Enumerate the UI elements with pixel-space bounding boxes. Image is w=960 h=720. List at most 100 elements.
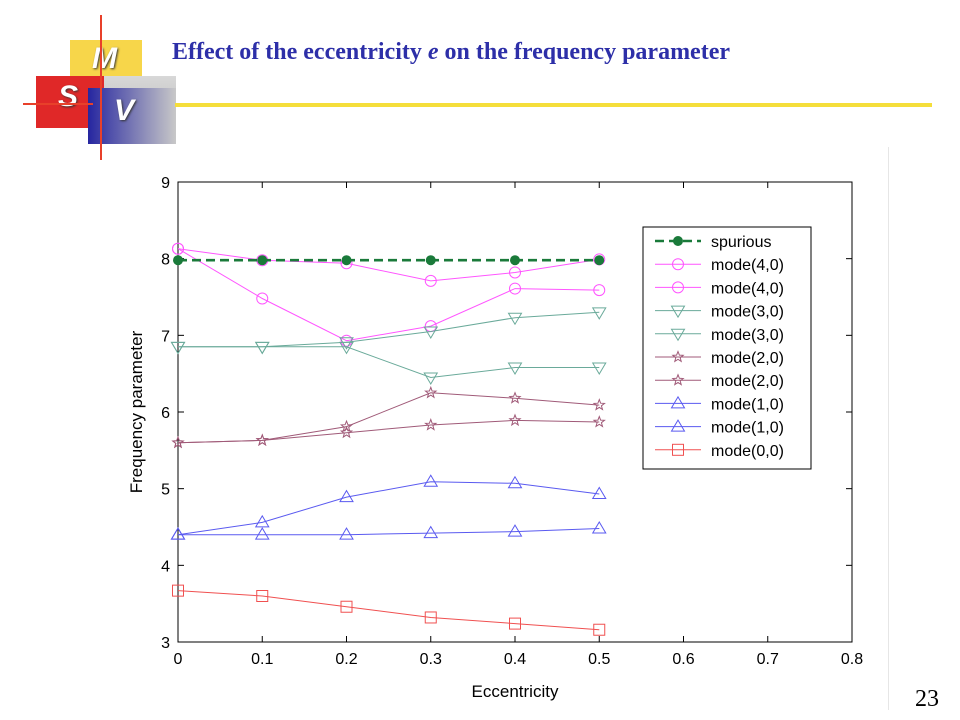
point bbox=[507, 475, 523, 489]
title-prefix: Effect of the eccentricity bbox=[172, 39, 428, 65]
point bbox=[255, 433, 269, 446]
point bbox=[170, 341, 186, 355]
point bbox=[507, 524, 523, 537]
point bbox=[592, 398, 606, 411]
point bbox=[425, 255, 436, 266]
point bbox=[592, 415, 606, 428]
x-tick-label: 0.5 bbox=[588, 651, 610, 668]
point bbox=[339, 341, 354, 355]
point bbox=[672, 258, 684, 271]
title-underline bbox=[175, 103, 932, 107]
point bbox=[591, 521, 607, 534]
y-tick-label: 7 bbox=[161, 328, 170, 345]
logo-letter-s: S bbox=[58, 80, 79, 113]
point bbox=[339, 489, 354, 503]
legend-label: mode(4,0) bbox=[711, 280, 784, 297]
legend: spurious mode(4,0) mode(4,0) mode(3,0) mode(… bbox=[642, 226, 812, 470]
series-line bbox=[178, 311, 600, 348]
point bbox=[170, 527, 186, 540]
x-tick-label: 0 bbox=[174, 651, 183, 668]
series-layer bbox=[170, 242, 607, 636]
legend-box bbox=[642, 226, 812, 470]
x-tick-label: 0.7 bbox=[757, 651, 779, 668]
legend-label: mode(4,0) bbox=[711, 257, 784, 274]
y-tick-label: 9 bbox=[161, 175, 170, 192]
y-tick-label: 5 bbox=[161, 482, 170, 499]
logo-block-blue bbox=[88, 88, 176, 144]
point bbox=[256, 292, 269, 305]
point bbox=[510, 255, 520, 266]
page-title: Effect of the eccentricity e on the freq… bbox=[172, 39, 730, 66]
point bbox=[672, 443, 684, 456]
legend-label: mode(2,0) bbox=[711, 350, 784, 367]
point bbox=[339, 527, 354, 540]
point bbox=[423, 525, 439, 539]
x-tick-label: 0.3 bbox=[420, 651, 442, 668]
series-mode-4-0- bbox=[172, 242, 606, 287]
point bbox=[594, 255, 605, 266]
point bbox=[593, 284, 606, 297]
point bbox=[173, 255, 183, 266]
legend-label: mode(1,0) bbox=[711, 420, 784, 437]
series-line bbox=[177, 392, 600, 444]
point bbox=[256, 590, 269, 602]
y-tick-label: 4 bbox=[161, 558, 170, 575]
page-number: 23 bbox=[915, 686, 939, 712]
y-tick-label: 8 bbox=[161, 252, 170, 269]
legend-label: mode(1,0) bbox=[711, 396, 784, 413]
point bbox=[591, 307, 607, 320]
point bbox=[673, 236, 683, 246]
x-tick-label: 0.6 bbox=[672, 651, 694, 668]
x-tick-label: 0.1 bbox=[251, 651, 273, 668]
legend-label: mode(2,0) bbox=[711, 373, 784, 390]
series-line bbox=[178, 528, 600, 536]
title-italic: e bbox=[427, 39, 439, 65]
y-tick-label: 3 bbox=[161, 635, 170, 652]
point bbox=[671, 350, 685, 363]
series-line bbox=[177, 481, 600, 536]
point bbox=[172, 584, 184, 597]
point bbox=[257, 255, 268, 266]
point bbox=[509, 282, 521, 295]
logo-left-rule bbox=[23, 103, 93, 105]
x-tick-label: 0.2 bbox=[335, 651, 357, 668]
series-line bbox=[177, 248, 600, 282]
point bbox=[339, 419, 354, 433]
series-spurious bbox=[173, 255, 605, 266]
point bbox=[424, 274, 437, 287]
series-line bbox=[178, 346, 600, 379]
point bbox=[172, 242, 184, 255]
y-axis-label: Frequency parameter bbox=[127, 330, 146, 493]
logo-vertical-rule bbox=[100, 15, 102, 160]
title-suffix: on the frequency parameter bbox=[438, 39, 731, 65]
logo-letter-m: M bbox=[92, 42, 117, 75]
point bbox=[423, 474, 439, 487]
frequency-chart: 0 0.1 0.2 0.3 0.4 0.5 0.6 0.7 0.8 3 4 5 6 7 8 9 spuriou… bbox=[127, 175, 863, 701]
point bbox=[423, 326, 439, 339]
right-divider bbox=[888, 147, 889, 710]
point bbox=[424, 385, 438, 399]
point bbox=[670, 395, 686, 409]
point bbox=[424, 418, 438, 431]
series-line bbox=[177, 419, 600, 444]
point bbox=[254, 527, 270, 540]
point bbox=[341, 255, 352, 266]
series-line bbox=[177, 590, 600, 631]
point bbox=[591, 362, 607, 376]
legend-label: mode(0,0) bbox=[711, 443, 784, 460]
point bbox=[509, 617, 521, 630]
point bbox=[339, 337, 354, 350]
legend-label: spurious bbox=[711, 234, 771, 251]
ticks-layer: 0 0.1 0.2 0.3 0.4 0.5 0.6 0.7 0.8 3 4 5 6 7 8 9 bbox=[161, 175, 863, 668]
point bbox=[254, 514, 270, 528]
series-mode-2-0- bbox=[171, 413, 606, 449]
series-line bbox=[177, 248, 600, 342]
point bbox=[670, 305, 686, 319]
point bbox=[671, 373, 685, 386]
series-mode-4-0- bbox=[172, 242, 606, 347]
legend-label: mode(3,0) bbox=[711, 304, 784, 321]
point bbox=[340, 334, 353, 347]
point bbox=[591, 486, 607, 500]
point bbox=[593, 623, 606, 636]
logo-letter-v: V bbox=[114, 94, 135, 127]
